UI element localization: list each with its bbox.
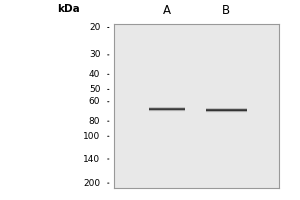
Bar — [149, 108, 185, 109]
Bar — [206, 112, 247, 113]
Bar — [206, 110, 247, 111]
Text: 30: 30 — [89, 50, 100, 59]
Text: 100: 100 — [83, 132, 100, 141]
Text: 40: 40 — [89, 70, 100, 79]
Text: B: B — [222, 4, 230, 17]
Text: 200: 200 — [83, 179, 100, 188]
Text: kDa: kDa — [57, 4, 80, 14]
Text: 50: 50 — [89, 85, 100, 94]
Bar — [206, 108, 247, 109]
Bar — [149, 111, 185, 112]
Text: 80: 80 — [89, 117, 100, 126]
Bar — [149, 109, 185, 110]
Bar — [206, 109, 247, 110]
Text: A: A — [163, 4, 171, 17]
Bar — [149, 107, 185, 108]
Text: 20: 20 — [89, 23, 100, 32]
Text: 140: 140 — [83, 155, 100, 164]
Bar — [149, 110, 185, 111]
Bar — [206, 111, 247, 112]
Text: 60: 60 — [89, 97, 100, 106]
